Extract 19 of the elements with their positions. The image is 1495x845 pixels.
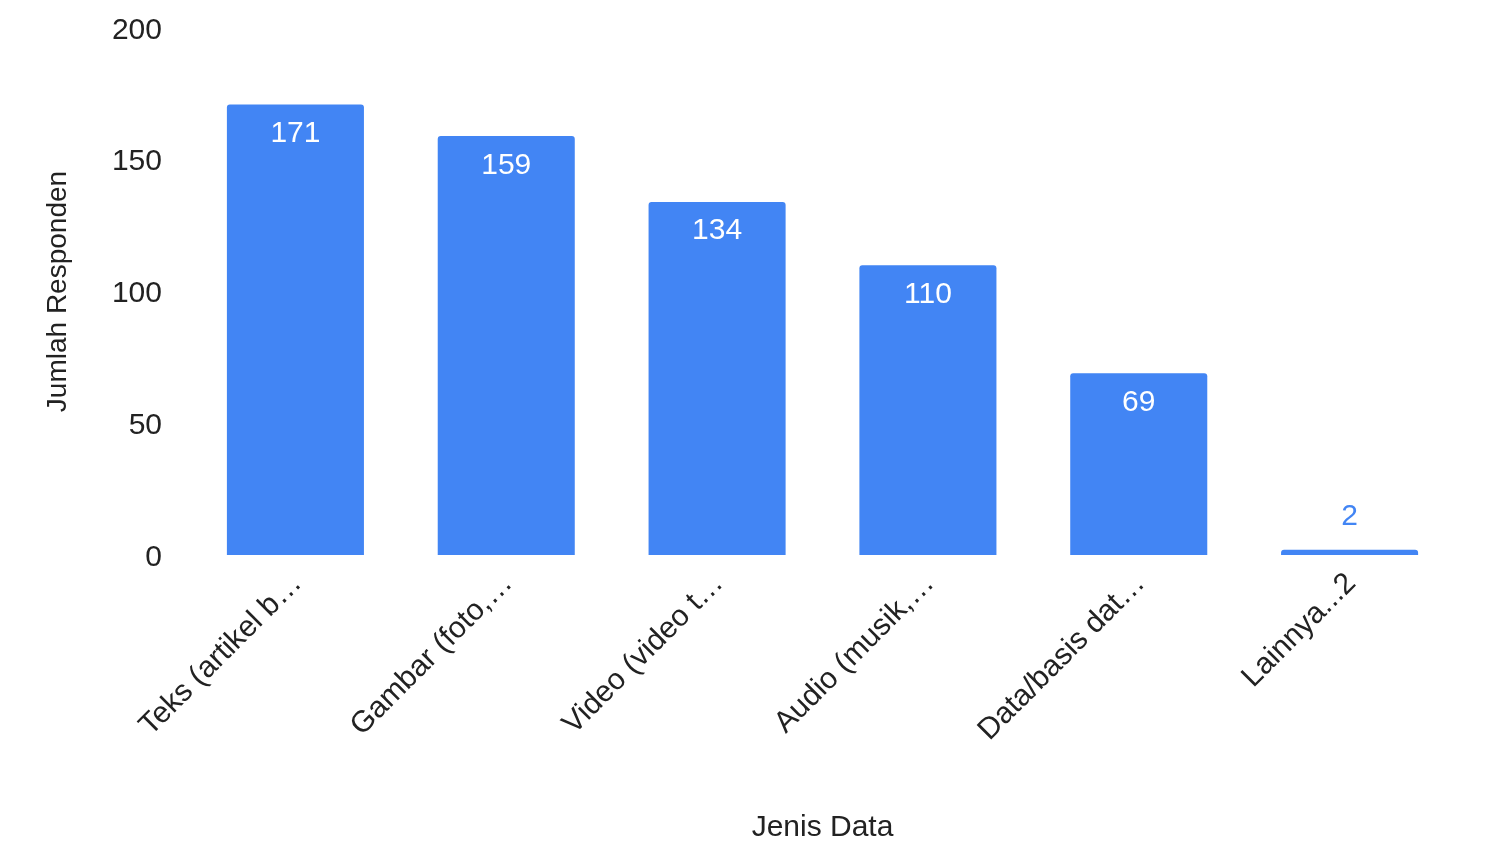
bar — [859, 265, 997, 555]
data-label: 2 — [1341, 498, 1358, 532]
data-label: 171 — [270, 114, 321, 148]
data-label: 69 — [1122, 383, 1156, 417]
y-tick-label: 100 — [111, 275, 162, 308]
bar — [648, 201, 786, 555]
y-tick-label: 150 — [111, 143, 162, 177]
data-label: 159 — [481, 146, 532, 180]
y-axis-title: Jumlah Responden — [40, 170, 72, 413]
data-label: 110 — [904, 275, 952, 309]
x-axis-title: Jenis Data — [751, 808, 894, 842]
bar — [226, 104, 364, 555]
bar — [437, 136, 575, 555]
y-tick-label: 50 — [128, 406, 162, 440]
bar — [1070, 373, 1208, 555]
y-tick-label: 200 — [111, 11, 162, 45]
data-label: 134 — [692, 212, 743, 246]
y-tick-label: 0 — [145, 538, 162, 572]
bar — [1281, 549, 1419, 555]
